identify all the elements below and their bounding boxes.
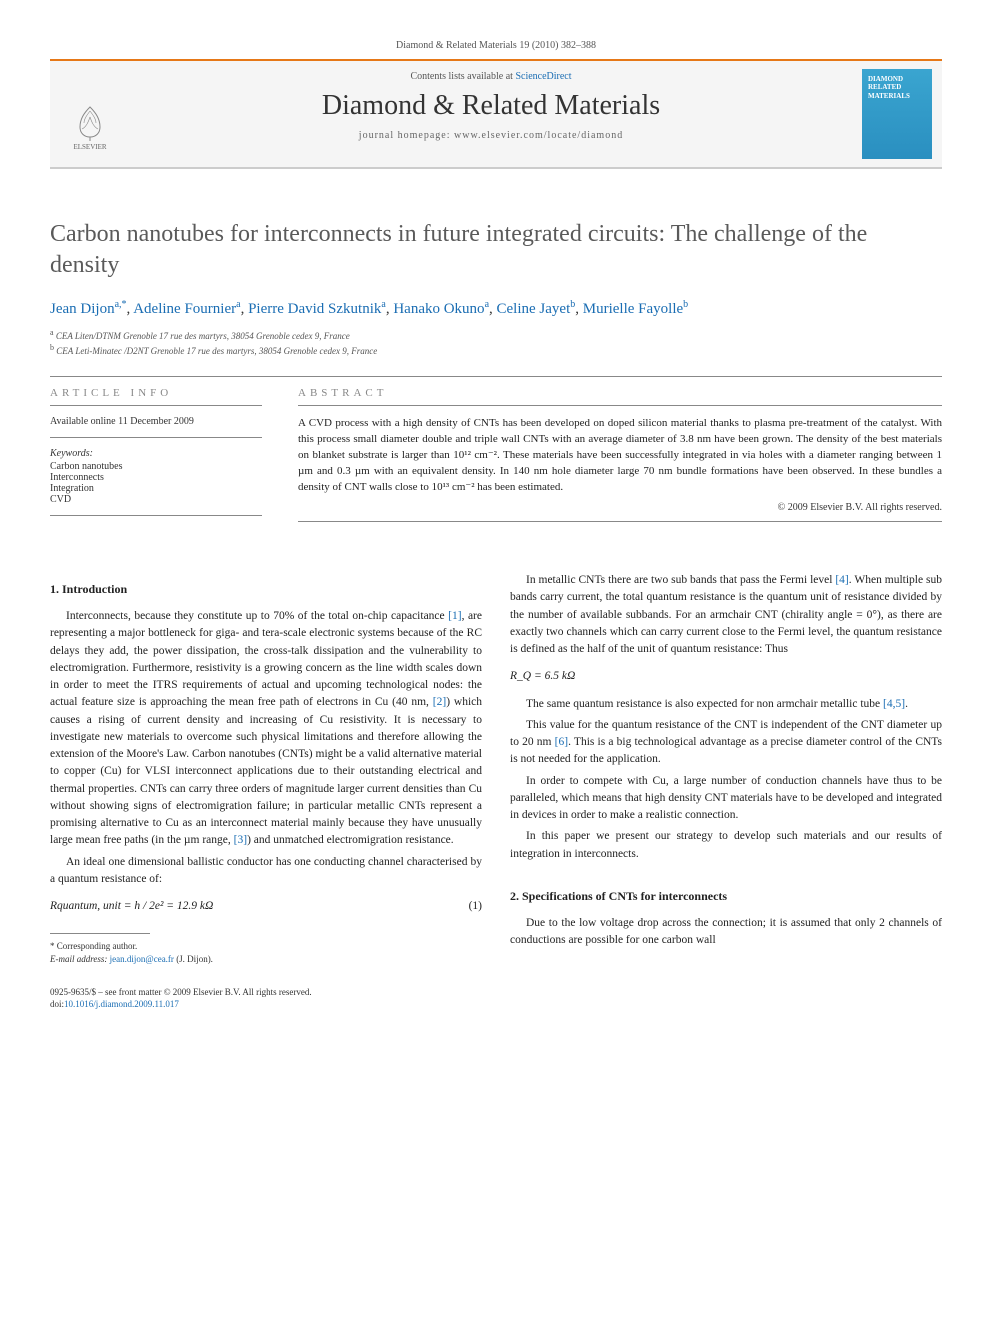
- front-matter-line: 0925-9635/$ – see front matter © 2009 El…: [50, 986, 482, 999]
- abstract-text: A CVD process with a high density of CNT…: [298, 416, 942, 496]
- journal-masthead: ELSEVIER Contents lists available at Sci…: [50, 59, 942, 169]
- keyword: Integration: [50, 483, 262, 494]
- abstract-copyright: © 2009 Elsevier B.V. All rights reserved…: [298, 502, 942, 522]
- author-name: Jean Dijon: [50, 301, 115, 317]
- doi-link[interactable]: 10.1016/j.diamond.2009.11.017: [64, 999, 179, 1009]
- publisher-name: ELSEVIER: [73, 143, 106, 151]
- author-affil-marker: a: [236, 299, 240, 310]
- author-list: Jean Dijona,*, Adeline Fourniera, Pierre…: [50, 299, 942, 318]
- paragraph: An ideal one dimensional ballistic condu…: [50, 854, 482, 889]
- author-affil-marker: b: [570, 299, 575, 310]
- article-info-panel: ARTICLE INFO Available online 11 Decembe…: [50, 377, 280, 532]
- publisher-logo-block: ELSEVIER: [50, 61, 130, 167]
- keyword: CVD: [50, 494, 262, 505]
- article-info-heading: ARTICLE INFO: [50, 387, 262, 406]
- author-name: Adeline Fournier: [133, 301, 236, 317]
- section-1-heading: 1. Introduction: [50, 580, 482, 598]
- paragraph: In order to compete with Cu, a large num…: [510, 773, 942, 825]
- author-link[interactable]: Hanako Okuno: [393, 301, 484, 317]
- affil-marker: b: [50, 343, 54, 352]
- paragraph: This value for the quantum resistance of…: [510, 717, 942, 769]
- affil-text: CEA Leti-Minatec /D2NT Grenoble 17 rue d…: [56, 346, 377, 356]
- left-column: 1. Introduction Interconnects, because t…: [50, 572, 482, 1011]
- keywords-label: Keywords:: [50, 448, 262, 459]
- author-link[interactable]: Jean Dijon: [50, 301, 115, 317]
- email-suffix: (J. Dijon).: [174, 954, 213, 964]
- sciencedirect-link[interactable]: ScienceDirect: [515, 71, 571, 82]
- author-email-link[interactable]: jean.dijon@cea.fr: [110, 954, 174, 964]
- affiliation-line: a CEA Liten/DTNM Grenoble 17 rue des mar…: [50, 328, 942, 341]
- author-link[interactable]: Murielle Fayolle: [583, 301, 683, 317]
- paragraph: The same quantum resistance is also expe…: [510, 696, 942, 713]
- author-name: Hanako Okuno: [393, 301, 484, 317]
- author-link[interactable]: Adeline Fournier: [133, 301, 236, 317]
- email-footnote: E-mail address: jean.dijon@cea.fr (J. Di…: [50, 953, 482, 966]
- doi-label: doi:: [50, 999, 64, 1009]
- corresponding-author-note: * Corresponding author.: [50, 940, 482, 953]
- article-title: Carbon nanotubes for interconnects in fu…: [50, 219, 942, 281]
- paragraph: Due to the low voltage drop across the c…: [510, 915, 942, 950]
- affiliation-line: b CEA Leti-Minatec /D2NT Grenoble 17 rue…: [50, 343, 942, 356]
- paragraph: In metallic CNTs there are two sub bands…: [510, 572, 942, 658]
- elsevier-tree-icon: [70, 103, 110, 143]
- author-affil-marker: a: [485, 299, 489, 310]
- author-affil-marker: a,*: [115, 299, 127, 310]
- cover-line-1: DIAMOND: [868, 75, 926, 83]
- contents-list-line: Contents lists available at ScienceDirec…: [130, 71, 852, 82]
- footnote-separator: [50, 933, 150, 934]
- journal-title: Diamond & Related Materials: [130, 90, 852, 122]
- author-link[interactable]: Celine Jayet: [497, 301, 571, 317]
- author-name: Celine Jayet: [497, 301, 571, 317]
- front-matter-footer: 0925-9635/$ – see front matter © 2009 El…: [50, 986, 482, 1011]
- contents-prefix: Contents lists available at: [410, 71, 515, 82]
- paragraph: In this paper we present our strategy to…: [510, 828, 942, 863]
- right-column: In metallic CNTs there are two sub bands…: [510, 572, 942, 1011]
- keyword: Interconnects: [50, 472, 262, 483]
- affiliations: a CEA Liten/DTNM Grenoble 17 rue des mar…: [50, 328, 942, 356]
- email-label: E-mail address:: [50, 954, 110, 964]
- author-affil-marker: b: [683, 299, 688, 310]
- keyword: Carbon nanotubes: [50, 461, 262, 472]
- cover-line-3: MATERIALS: [868, 92, 926, 100]
- abstract-heading: ABSTRACT: [298, 387, 942, 406]
- equation-number: (1): [469, 898, 482, 915]
- affil-marker: a: [50, 328, 54, 337]
- journal-cover-thumb: DIAMOND RELATED MATERIALS: [852, 61, 942, 167]
- author-name: Pierre David Szkutnik: [248, 301, 381, 317]
- equation-1: Rquantum, unit = h / 2e² = 12.9 kΩ(1): [50, 898, 482, 915]
- paragraph: Interconnects, because they constitute u…: [50, 608, 482, 850]
- elsevier-logo: ELSEVIER: [58, 95, 122, 159]
- section-2-heading: 2. Specifications of CNTs for interconne…: [510, 887, 942, 905]
- author-name: Murielle Fayolle: [583, 301, 683, 317]
- cover-line-2: RELATED: [868, 83, 926, 91]
- equation-2: R_Q = 6.5 kΩ: [510, 668, 942, 685]
- author-affil-marker: a: [381, 299, 385, 310]
- availability-date: Available online 11 December 2009: [50, 416, 262, 438]
- journal-homepage: journal homepage: www.elsevier.com/locat…: [130, 130, 852, 141]
- affil-text: CEA Liten/DTNM Grenoble 17 rue des marty…: [56, 331, 350, 341]
- author-link[interactable]: Pierre David Szkutnik: [248, 301, 381, 317]
- running-header: Diamond & Related Materials 19 (2010) 38…: [50, 40, 942, 51]
- abstract-panel: ABSTRACT A CVD process with a high densi…: [280, 377, 942, 532]
